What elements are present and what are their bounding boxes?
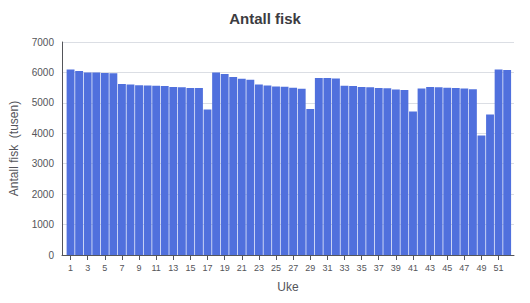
svg-text:7: 7 — [119, 263, 124, 273]
svg-text:47: 47 — [459, 263, 469, 273]
svg-text:39: 39 — [391, 263, 401, 273]
svg-text:3000: 3000 — [32, 158, 55, 169]
svg-text:43: 43 — [425, 263, 435, 273]
svg-text:0: 0 — [48, 250, 54, 261]
svg-text:31: 31 — [322, 263, 332, 273]
svg-text:15: 15 — [185, 263, 195, 273]
svg-text:Antall fisk (tusen): Antall fisk (tusen) — [7, 101, 21, 196]
svg-text:33: 33 — [339, 263, 349, 273]
svg-text:6000: 6000 — [32, 67, 55, 78]
svg-text:23: 23 — [254, 263, 264, 273]
svg-text:41: 41 — [408, 263, 418, 273]
svg-text:19: 19 — [220, 263, 230, 273]
svg-text:Uke: Uke — [277, 280, 299, 294]
svg-text:7000: 7000 — [32, 37, 55, 48]
svg-text:2000: 2000 — [32, 189, 55, 200]
svg-text:45: 45 — [442, 263, 452, 273]
svg-text:11: 11 — [151, 263, 160, 273]
svg-text:51: 51 — [494, 263, 504, 273]
svg-text:13: 13 — [168, 263, 178, 273]
svg-text:27: 27 — [288, 263, 298, 273]
svg-text:5: 5 — [102, 263, 107, 273]
svg-text:37: 37 — [374, 263, 384, 273]
svg-text:3: 3 — [85, 263, 90, 273]
svg-text:1: 1 — [68, 263, 73, 273]
svg-text:4000: 4000 — [32, 128, 55, 139]
svg-text:5000: 5000 — [32, 97, 55, 108]
svg-text:Antall fisk: Antall fisk — [229, 10, 301, 27]
svg-text:49: 49 — [476, 263, 486, 273]
svg-text:35: 35 — [357, 263, 367, 273]
svg-text:21: 21 — [237, 263, 247, 273]
svg-text:1000: 1000 — [32, 219, 55, 230]
svg-text:17: 17 — [203, 263, 213, 273]
svg-text:9: 9 — [137, 263, 142, 273]
svg-text:29: 29 — [305, 263, 315, 273]
svg-text:25: 25 — [271, 263, 281, 273]
